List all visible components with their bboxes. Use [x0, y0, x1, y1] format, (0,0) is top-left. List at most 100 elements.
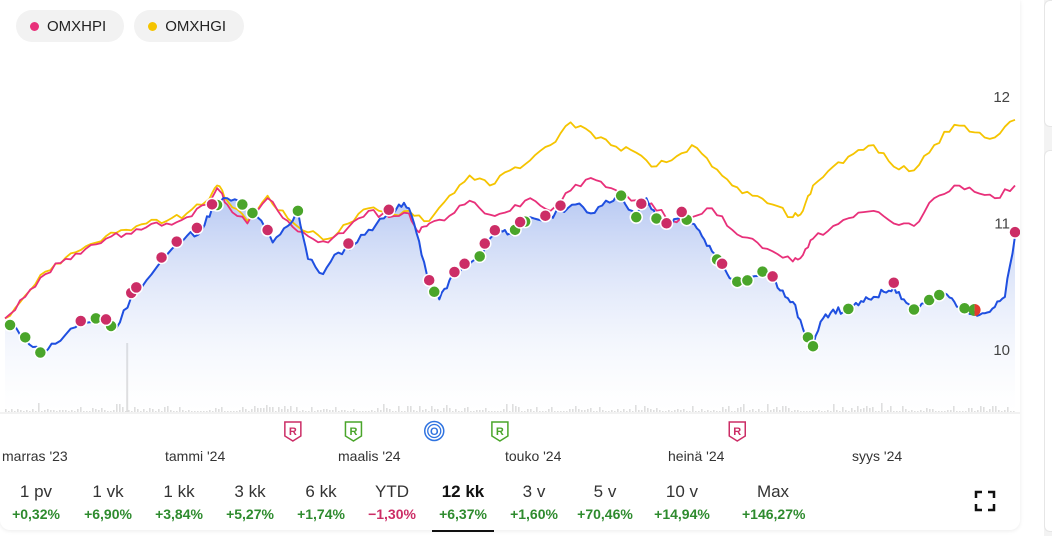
- period-tab-10v[interactable]: 10 v +14,94%: [651, 476, 713, 532]
- sell-marker[interactable]: [99, 312, 113, 327]
- event-marker[interactable]: R: [344, 421, 363, 442]
- series-line-omxhpi: [4, 177, 1016, 320]
- period-change: +0,32%: [12, 506, 60, 522]
- period-label: YTD: [375, 482, 409, 501]
- sell-marker[interactable]: [205, 197, 219, 212]
- event-marker-label: R: [289, 426, 297, 438]
- period-label: 10 v: [665, 482, 699, 501]
- buy-marker[interactable]: [740, 273, 755, 288]
- y-tick-label: 11: [994, 216, 1010, 233]
- event-marker-shape: [344, 421, 363, 442]
- sell-marker[interactable]: [457, 257, 472, 271]
- sell-marker[interactable]: [765, 269, 780, 284]
- event-marker-label: R: [496, 426, 504, 438]
- sell-marker[interactable]: [553, 198, 568, 213]
- sell-marker[interactable]: [382, 203, 396, 217]
- period-tab-3kk[interactable]: 3 kk +5,27%: [219, 476, 281, 532]
- legend-chip-omxhpi[interactable]: OMXHPI: [16, 10, 125, 42]
- buy-marker[interactable]: [841, 302, 856, 316]
- sell-marker[interactable]: [887, 276, 901, 290]
- period-change: +14,94%: [654, 506, 710, 522]
- event-marker[interactable]: R: [728, 421, 746, 442]
- event-marker-inner: [427, 423, 442, 439]
- legend-dot-omxhgi: [148, 21, 158, 31]
- sell-marker[interactable]: [488, 223, 502, 238]
- period-change: +70,46%: [577, 506, 633, 522]
- period-tab-max[interactable]: Max +146,27%: [742, 476, 805, 532]
- buy-marker[interactable]: [291, 204, 305, 218]
- sell-marker[interactable]: [634, 196, 649, 211]
- sell-marker[interactable]: [715, 257, 729, 271]
- buy-marker[interactable]: [907, 302, 921, 317]
- period-label: 5 v: [593, 482, 617, 501]
- event-marker-shape: [728, 421, 746, 442]
- sell-marker[interactable]: [74, 314, 88, 328]
- period-tab-ytd[interactable]: YTD −1,30%: [361, 476, 423, 532]
- sell-marker[interactable]: [190, 221, 204, 235]
- event-marker-label: R: [349, 426, 357, 438]
- buy-marker[interactable]: [245, 206, 260, 220]
- mixed-marker-half[interactable]: [974, 304, 981, 317]
- legend-chip-omxhgi[interactable]: OMXHGI: [134, 10, 245, 42]
- period-label: Max: [756, 482, 790, 501]
- event-marker[interactable]: R: [284, 421, 302, 442]
- sell-marker[interactable]: [1008, 225, 1020, 239]
- period-label: 1 kk: [163, 482, 195, 501]
- y-tick-label: 10: [993, 342, 1010, 359]
- sell-marker[interactable]: [513, 215, 527, 229]
- y-tick-label: 12: [993, 89, 1010, 106]
- sell-marker[interactable]: [169, 234, 184, 249]
- buy-marker[interactable]: [472, 249, 487, 264]
- period-change: +6,90%: [84, 506, 132, 522]
- sell-marker[interactable]: [659, 216, 674, 231]
- event-marker-shape: [491, 421, 509, 442]
- period-tab-12kk[interactable]: 12 kk +6,37%: [432, 476, 494, 532]
- trade-markers: [3, 188, 1020, 360]
- buy-marker[interactable]: [427, 285, 441, 299]
- period-label: 1 vk: [92, 482, 124, 501]
- buy-marker[interactable]: [33, 345, 48, 360]
- period-label: 3 v: [522, 482, 546, 501]
- buy-marker[interactable]: [629, 210, 643, 224]
- series-line-omxhgi: [4, 118, 1016, 320]
- period-change: +3,84%: [155, 506, 203, 522]
- buy-marker[interactable]: [235, 197, 250, 212]
- legend-label-omxhgi: OMXHGI: [165, 17, 227, 35]
- event-marker[interactable]: O: [424, 420, 445, 442]
- sell-marker[interactable]: [674, 205, 689, 219]
- period-tab-5v[interactable]: 5 v +70,46%: [574, 476, 636, 532]
- side-panel-top: [1044, 0, 1052, 127]
- x-tick-label: tammi '24: [165, 448, 225, 464]
- buy-marker[interactable]: [806, 339, 820, 353]
- buy-marker[interactable]: [3, 318, 17, 332]
- sell-marker[interactable]: [154, 250, 169, 265]
- sell-marker[interactable]: [260, 223, 275, 237]
- legend-dot-omxhpi: [30, 21, 39, 31]
- sell-marker[interactable]: [478, 236, 492, 251]
- sell-marker[interactable]: [129, 280, 144, 295]
- period-tab-6kk[interactable]: 6 kk +1,74%: [290, 476, 352, 532]
- buy-marker[interactable]: [18, 330, 32, 345]
- period-tab-1pv[interactable]: 1 pv +0,32%: [5, 476, 67, 532]
- period-tab-1kk[interactable]: 1 kk +3,84%: [148, 476, 210, 532]
- x-tick-label: maalis '24: [338, 448, 401, 464]
- buy-marker[interactable]: [932, 288, 946, 302]
- buy-marker[interactable]: [957, 301, 972, 316]
- fullscreen-icon[interactable]: [974, 490, 996, 512]
- period-tab-3v[interactable]: 3 v +1,60%: [503, 476, 565, 532]
- mixed-marker-half[interactable]: [968, 304, 975, 317]
- sell-marker[interactable]: [447, 265, 462, 279]
- side-panel-strip: [1044, 0, 1052, 536]
- sell-marker[interactable]: [422, 273, 436, 287]
- event-marker[interactable]: R: [491, 421, 509, 442]
- buy-marker[interactable]: [614, 188, 628, 203]
- period-tab-1vk[interactable]: 1 vk +6,90%: [77, 476, 139, 532]
- x-tick-label: marras '23: [2, 448, 68, 464]
- x-tick-label: heinä '24: [668, 448, 725, 464]
- event-marker-label: R: [733, 426, 741, 438]
- period-label: 3 kk: [234, 482, 266, 501]
- x-tick-label: touko '24: [505, 448, 562, 464]
- sell-marker[interactable]: [341, 236, 356, 251]
- sell-marker[interactable]: [538, 208, 553, 223]
